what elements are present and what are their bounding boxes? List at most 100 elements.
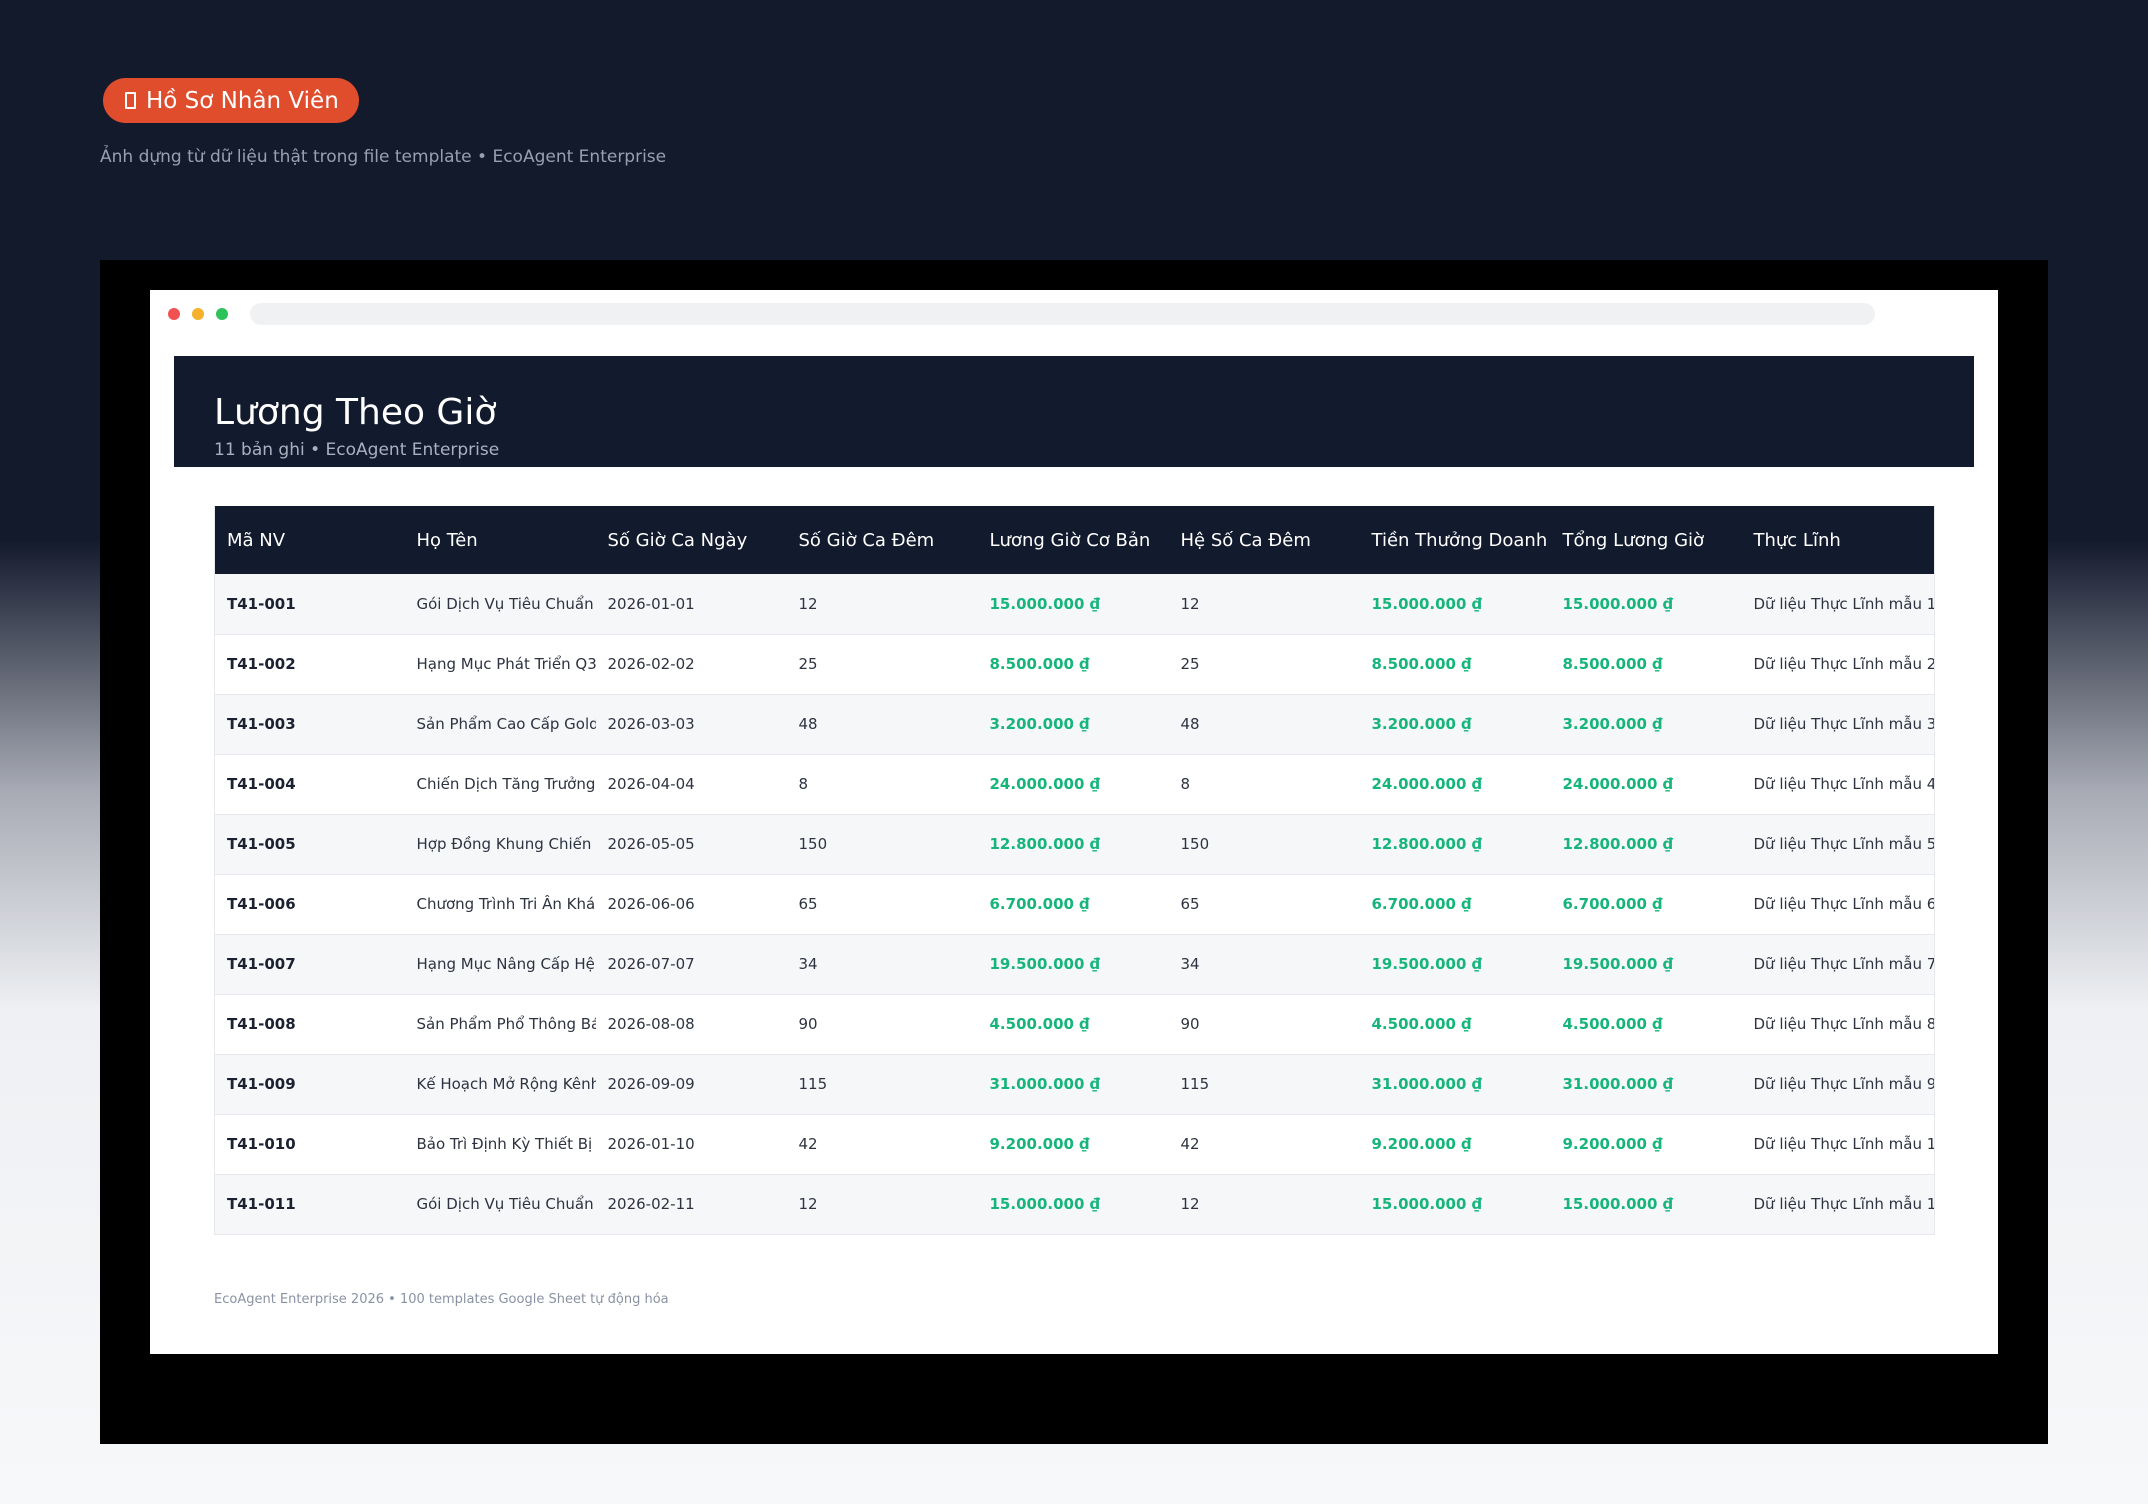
cell-full-name: Hạng Mục Phát Triển Q3	[416, 655, 596, 673]
cell-full-name: Gói Dịch Vụ Tiêu Chuẩn	[416, 1195, 594, 1213]
cell-employee-id: T41-002	[227, 655, 296, 673]
cell-day-shift-hours: 2026-05-05	[607, 835, 695, 853]
cell-total-hourly-wage: 15.000.000 ₫	[1562, 1195, 1674, 1213]
minimize-window-dot[interactable]	[192, 308, 204, 320]
cell-night-shift-coefficient: 12	[1180, 594, 1200, 613]
cell-net-pay: Dữ liệu Thực Lĩnh mẫu 9	[1753, 1075, 1935, 1093]
table-row[interactable]: T41-004 Chiến Dịch Tăng Trưởng T 2026-04-0…	[214, 754, 1935, 814]
cell-night-shift-hours: 42	[798, 1135, 818, 1153]
cell-night-shift-coefficient: 150	[1180, 835, 1210, 853]
cell-base-hourly-wage: 3.200.000 ₫	[989, 715, 1090, 733]
cell-total-hourly-wage: 31.000.000 ₫	[1562, 1075, 1674, 1093]
column-header-full-name[interactable]: Họ Tên	[416, 529, 478, 551]
table-row[interactable]: T41-010 Bảo Trì Định Kỳ Thiết Bị 2026-01-1…	[214, 1114, 1935, 1174]
page-subtitle: Ảnh dựng từ dữ liệu thật trong file temp…	[100, 147, 667, 167]
column-header-employee-id[interactable]: Mã NV	[227, 529, 286, 551]
table-row[interactable]: T41-009 Kế Hoạch Mở Rộng Kênh Phân Phối 20…	[214, 1054, 1935, 1114]
cell-night-shift-coefficient: 34	[1180, 955, 1200, 973]
table-row[interactable]: T41-005 Hợp Đồng Khung Chiến Lược 2026-05-…	[214, 814, 1935, 874]
cell-net-pay: Dữ liệu Thực Lĩnh mẫu 4	[1753, 775, 1935, 793]
cell-night-shift-hours: 12	[798, 1195, 818, 1213]
cell-full-name: Hợp Đồng Khung Chiến Lược	[416, 835, 596, 853]
cell-sales-bonus: 8.500.000 ₫	[1371, 655, 1472, 673]
cell-total-hourly-wage: 4.500.000 ₫	[1562, 1015, 1663, 1033]
cell-night-shift-hours: 8	[798, 775, 809, 793]
cell-total-hourly-wage: 12.800.000 ₫	[1562, 835, 1674, 853]
cell-net-pay: Dữ liệu Thực Lĩnh mẫu 3	[1753, 715, 1935, 733]
cell-base-hourly-wage: 9.200.000 ₫	[989, 1135, 1090, 1153]
cell-full-name: Gói Dịch Vụ Tiêu Chuẩn	[416, 594, 594, 613]
cell-sales-bonus: 3.200.000 ₫	[1371, 715, 1472, 733]
cell-night-shift-hours: 65	[798, 895, 818, 913]
cell-net-pay: Dữ liệu Thực Lĩnh mẫu 2	[1753, 655, 1935, 673]
cell-full-name: Hạng Mục Nâng Cấp Hệ Thống	[416, 955, 596, 973]
column-header-day-shift-hours[interactable]: Số Giờ Ca Ngày	[607, 529, 748, 551]
cell-total-hourly-wage: 3.200.000 ₫	[1562, 715, 1663, 733]
cell-night-shift-coefficient: 48	[1180, 715, 1200, 733]
cell-full-name: Bảo Trì Định Kỳ Thiết Bị	[416, 1135, 593, 1153]
cell-sales-bonus: 15.000.000 ₫	[1371, 594, 1483, 613]
cell-night-shift-coefficient: 90	[1180, 1015, 1200, 1033]
section-badge-label: Hồ Sơ Nhân Viên	[146, 87, 339, 114]
cell-employee-id: T41-001	[227, 594, 296, 613]
cell-sales-bonus: 12.800.000 ₫	[1371, 835, 1483, 853]
cell-total-hourly-wage: 6.700.000 ₫	[1562, 895, 1663, 913]
cell-employee-id: T41-005	[227, 835, 296, 853]
cell-total-hourly-wage: 24.000.000 ₫	[1562, 775, 1674, 793]
cell-net-pay: Dữ liệu Thực Lĩnh mẫu 6	[1753, 895, 1935, 913]
page-title: Lương Theo Giờ	[214, 392, 497, 433]
footer-note: EcoAgent Enterprise 2026 • 100 templates…	[214, 1292, 669, 1307]
cell-day-shift-hours: 2026-04-04	[607, 775, 695, 793]
cell-night-shift-hours: 12	[798, 594, 818, 613]
cell-night-shift-hours: 115	[798, 1075, 828, 1093]
column-header-night-shift-hours[interactable]: Số Giờ Ca Đêm	[798, 529, 935, 551]
cell-base-hourly-wage: 6.700.000 ₫	[989, 895, 1090, 913]
cell-night-shift-coefficient: 8	[1180, 775, 1191, 793]
cell-sales-bonus: 31.000.000 ₫	[1371, 1075, 1483, 1093]
column-header-base-hourly-wage[interactable]: Lương Giờ Cơ Bản	[989, 529, 1151, 551]
cell-employee-id: T41-008	[227, 1015, 296, 1033]
table-row[interactable]: T41-011 Gói Dịch Vụ Tiêu Chuẩn 2026-02-11 1…	[214, 1174, 1935, 1234]
table-row[interactable]: T41-001 Gói Dịch Vụ Tiêu Chuẩn 2026-01-01 1…	[214, 574, 1935, 634]
cell-net-pay: Dữ liệu Thực Lĩnh mẫu 5	[1753, 835, 1935, 853]
maximize-window-dot[interactable]	[216, 308, 228, 320]
cell-night-shift-coefficient: 65	[1180, 895, 1200, 913]
cell-net-pay: Dữ liệu Thực Lĩnh mẫu 8	[1753, 1015, 1935, 1033]
cell-total-hourly-wage: 19.500.000 ₫	[1562, 955, 1674, 973]
cell-total-hourly-wage: 9.200.000 ₫	[1562, 1135, 1663, 1153]
cell-sales-bonus: 24.000.000 ₫	[1371, 775, 1483, 793]
cell-employee-id: T41-007	[227, 955, 296, 973]
cell-day-shift-hours: 2026-07-07	[607, 955, 695, 973]
cell-net-pay: Dữ liệu Thực Lĩnh mẫu 7	[1753, 955, 1935, 973]
table-row[interactable]: T41-007 Hạng Mục Nâng Cấp Hệ Thống 2026-07…	[214, 934, 1935, 994]
cell-employee-id: T41-003	[227, 715, 296, 733]
cell-full-name: Sản Phẩm Cao Cấp Gold	[416, 715, 596, 733]
cell-night-shift-hours: 25	[798, 655, 818, 673]
browser-window: Lương Theo Giờ 11 bản ghi • EcoAgent Ent…	[150, 290, 1998, 1354]
cell-night-shift-hours: 90	[798, 1015, 818, 1033]
cell-base-hourly-wage: 15.000.000 ₫	[989, 1195, 1101, 1213]
address-bar[interactable]	[250, 303, 1875, 325]
column-header-night-shift-coefficient[interactable]: Hệ Số Ca Đêm	[1180, 529, 1311, 551]
cell-sales-bonus: 9.200.000 ₫	[1371, 1135, 1472, 1153]
section-badge: Hồ Sơ Nhân Viên	[103, 78, 359, 123]
table-row[interactable]: T41-008 Sản Phẩm Phổ Thông Bán Chạy 2026-0…	[214, 994, 1935, 1054]
cell-day-shift-hours: 2026-08-08	[607, 1015, 695, 1033]
cell-base-hourly-wage: 8.500.000 ₫	[989, 655, 1090, 673]
column-header-net-pay[interactable]: Thực Lĩnh	[1753, 529, 1841, 551]
cell-night-shift-coefficient: 115	[1180, 1075, 1210, 1093]
table-row[interactable]: T41-002 Hạng Mục Phát Triển Q3 2026-02-02 2…	[214, 634, 1935, 694]
table-row[interactable]: T41-003 Sản Phẩm Cao Cấp Gold 2026-03-03 48…	[214, 694, 1935, 754]
cell-base-hourly-wage: 15.000.000 ₫	[989, 594, 1101, 613]
close-window-dot[interactable]	[168, 308, 180, 320]
cell-full-name: Chương Trình Tri Ân Khác	[416, 895, 596, 913]
table-row[interactable]: T41-006 Chương Trình Tri Ân Khác 2026-06-0…	[214, 874, 1935, 934]
column-header-total-hourly-wage[interactable]: Tổng Lương Giờ	[1562, 529, 1705, 551]
column-header-sales-bonus[interactable]: Tiền Thưởng Doanh	[1371, 529, 1548, 551]
cell-employee-id: T41-009	[227, 1075, 296, 1093]
cell-employee-id: T41-006	[227, 895, 296, 913]
cell-sales-bonus: 19.500.000 ₫	[1371, 955, 1483, 973]
cell-total-hourly-wage: 15.000.000 ₫	[1562, 594, 1674, 613]
cell-employee-id: T41-010	[227, 1135, 296, 1153]
cell-sales-bonus: 15.000.000 ₫	[1371, 1195, 1483, 1213]
